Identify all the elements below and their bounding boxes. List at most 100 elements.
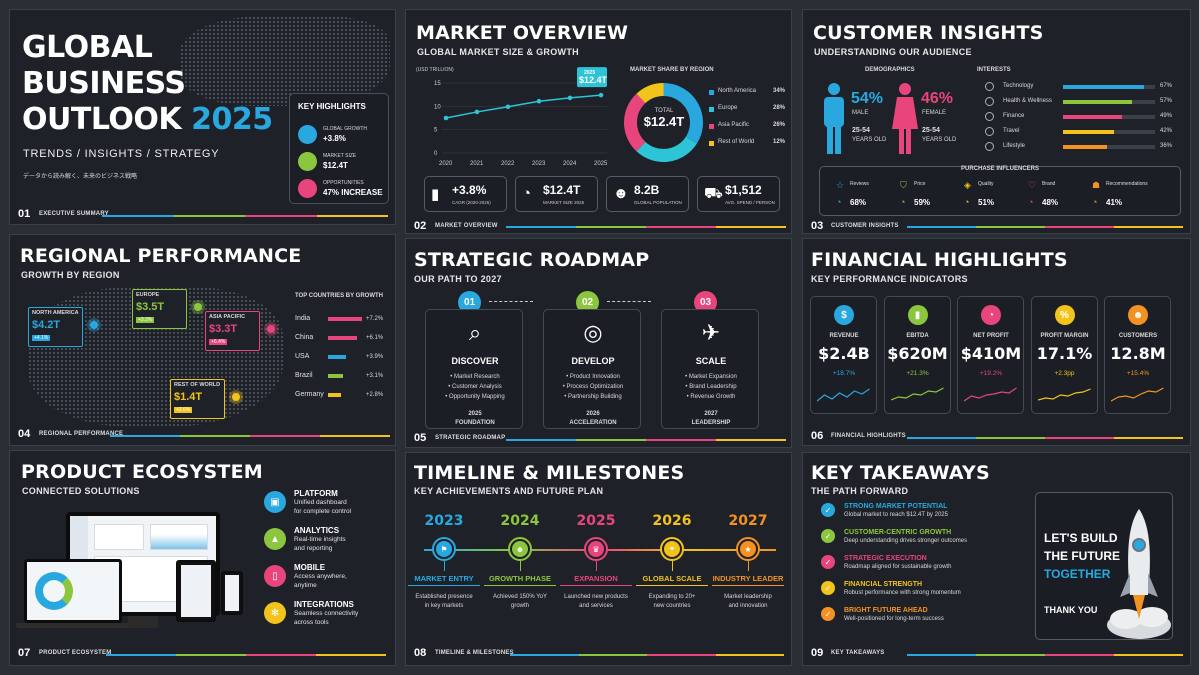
legend-label: Asia Pacific: [718, 122, 750, 128]
country-bar: [328, 393, 342, 397]
title-line-3: OUTLOOK 2025: [22, 102, 273, 137]
milestone-year: 2025: [576, 513, 616, 529]
step-number-badge: 03: [694, 291, 717, 314]
stat-card: ⛟ $1,512 AVG. SPEND / PERSON: [697, 176, 780, 212]
takeaway-desc: Well-positioned for long-term success: [844, 616, 944, 622]
data-point: [598, 92, 604, 98]
x-tick-label: 2021: [470, 161, 484, 167]
country-value: +3.1%: [366, 373, 384, 379]
region-growth-badge: +4.1%: [32, 335, 51, 341]
country-bar: [328, 317, 362, 321]
interest-label: Finance: [1003, 113, 1025, 119]
milestone-icon: ♛: [588, 541, 604, 557]
milestone-desc-2: growth: [510, 603, 529, 609]
page-number: 04: [18, 428, 31, 440]
milestone-icon: ☻: [512, 541, 528, 557]
cart-icon: ⛟: [704, 185, 723, 202]
panel-subtitle: KEY ACHIEVEMENTS AND FUTURE PLAN: [414, 486, 604, 496]
color-bar: [907, 654, 1183, 656]
step-year: 2025: [468, 411, 482, 417]
male-percent: 54%: [851, 90, 884, 107]
milestone-stem: [444, 561, 445, 571]
donut-center: TOTAL $12.4T: [639, 108, 689, 129]
checkmark-icon: ✓: [821, 581, 835, 595]
ecosystem-desc-2: across tools: [294, 619, 329, 626]
step-phase: ACCELERATION: [569, 420, 617, 426]
callout-value: $12.4T: [579, 75, 608, 85]
kpi-label: REVENUE: [829, 333, 859, 339]
step-icon: ◎: [583, 320, 603, 345]
country-label: India: [295, 315, 311, 322]
step-card: ⌕ DISCOVER • Market Research • Customer Ana…: [425, 309, 523, 429]
kpi-label: PROFIT MARGIN: [1040, 333, 1089, 339]
page-number: 05: [414, 432, 427, 444]
ecosystem-desc-1: Seamless connectivity: [294, 610, 359, 617]
ecosystem-name: MOBILE: [294, 563, 326, 572]
legend-value: 34%: [772, 88, 785, 94]
japanese-caption: データから読み解く、未来のビジネス戦略: [23, 173, 138, 180]
market-share-legend: North America 34% Europe 28% Asia Pacific 26%…: [709, 88, 785, 156]
female-percent: 46%: [921, 90, 954, 107]
kpi-value: 17.1%: [1036, 344, 1093, 363]
legend-item: Rest of World 12%: [709, 139, 785, 156]
influencer-icon: ⛉: [900, 180, 907, 190]
milestone-year: 2023: [424, 513, 464, 529]
checkmark-icon: ✓: [821, 607, 835, 621]
target-icon: [298, 179, 317, 198]
takeaway-desc: Robust performance with strong momentum: [844, 590, 961, 596]
ecosystem-desc-1: Unified dashboard: [294, 499, 347, 506]
influencer-label: Quality: [978, 181, 994, 187]
ecosystem-desc-2: anytime: [294, 582, 317, 589]
influencer-label: Brand: [1042, 181, 1056, 187]
page-label: MARKET OVERVIEW: [435, 223, 498, 229]
stat-label: CAGR (2020-2025): [452, 200, 491, 205]
kpi-card: $ REVENUE $2.4B +18.7%: [810, 296, 877, 414]
monitor-stand: [128, 616, 158, 628]
milestone-year: 2027: [728, 513, 768, 529]
interest-label: Health & Wellness: [1003, 98, 1052, 104]
step-item: • Opportunity Mapping: [445, 394, 505, 400]
people-icon: ☻: [613, 185, 629, 202]
title-line-2: BUSINESS: [22, 66, 186, 101]
region-name: NORTH AMERICA: [32, 310, 79, 316]
region-marker: [90, 321, 98, 329]
influencer-icon: ♡: [1028, 180, 1037, 190]
region-value: $3.3T: [209, 323, 238, 335]
region-name: ASIA PACIFIC: [209, 314, 246, 320]
color-bar: [506, 439, 786, 441]
page-label: REGIONAL PERFORMANCE: [39, 431, 124, 437]
donut-value: $12.4T: [643, 114, 685, 129]
panel-executive-summary: GLOBAL BUSINESS OUTLOOK 2025 TRENDS / IN…: [9, 9, 396, 225]
milestone-desc-2: in key markets: [424, 603, 464, 609]
panel-subtitle: GLOBAL MARKET SIZE & GROWTH: [417, 47, 579, 57]
top-countries-title: TOP COUNTRIES BY GROWTH: [295, 293, 384, 299]
interest-value: 36%: [1160, 143, 1173, 149]
country-bar: [328, 374, 343, 378]
takeaway-desc: Global market to reach $12.4T by 2025: [844, 512, 948, 518]
kpi-change: +2.3pp: [1054, 370, 1075, 377]
page-number: 09: [811, 647, 824, 659]
kpi-sparkline: [1037, 388, 1091, 401]
kpi-card: ☻ CUSTOMERS 12.8M +15.4%: [1104, 296, 1171, 414]
panel-title: FINANCIAL HIGHLIGHTS: [811, 249, 1068, 271]
interest-label: Technology: [1003, 83, 1034, 89]
interest-bar: [1063, 115, 1123, 119]
male-figure-icon: [824, 83, 844, 154]
step-name: SCALE: [695, 356, 727, 366]
kpi-change: +15.4%: [1126, 370, 1150, 377]
highlight-label: MARKET SIZE: [323, 153, 357, 159]
interest-icon: [985, 82, 994, 91]
interest-label: Lifestyle: [1003, 143, 1026, 149]
influencer-label: Recommendations: [1106, 181, 1148, 187]
y-tick-label: 0: [434, 151, 438, 157]
demographics-title: DEMOGRAPHICS: [865, 67, 915, 73]
kpi-change: +18.7%: [832, 370, 856, 377]
data-point: [443, 115, 449, 121]
share-title: MARKET SHARE BY REGION: [630, 67, 714, 73]
kpi-icon: ☻: [1128, 305, 1148, 325]
step-item: • Partnership Building: [564, 394, 622, 400]
chart-icon: [298, 125, 317, 144]
region-growth-badge: +2.6%: [174, 407, 193, 413]
region-callout: ASIA PACIFIC $3.3T +6.4%: [205, 311, 260, 351]
panel-market-overview: MARKET OVERVIEW GLOBAL MARKET SIZE & GRO…: [405, 9, 792, 234]
